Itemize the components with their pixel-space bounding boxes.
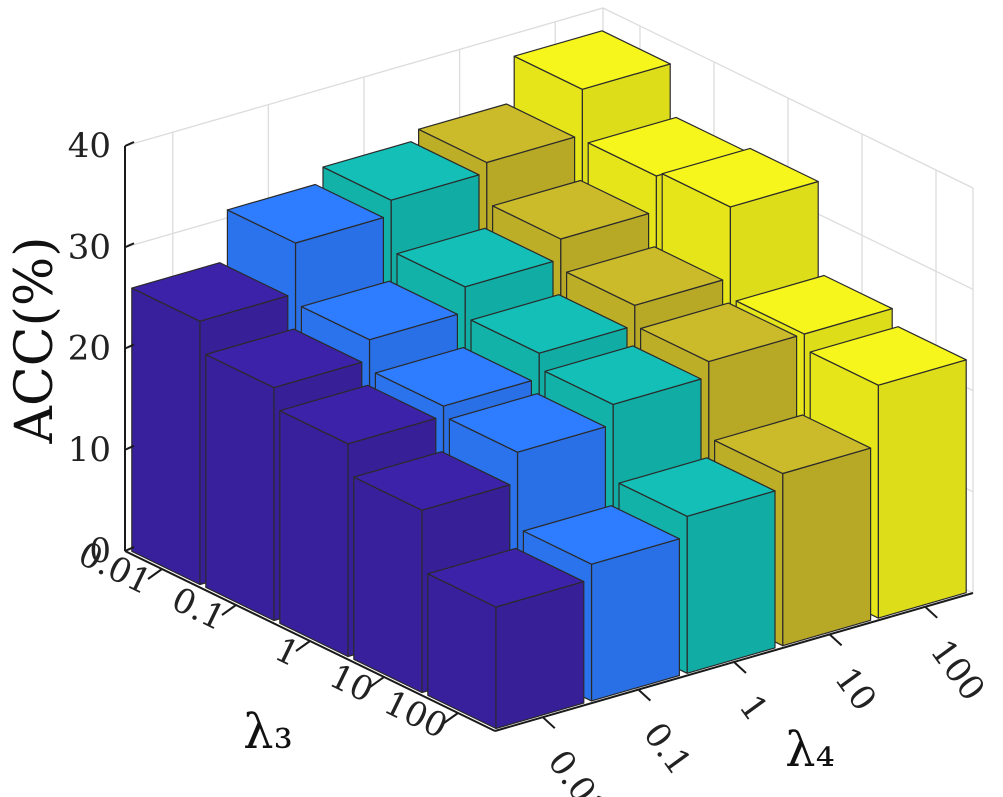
bar-face-top [661, 147, 819, 208]
z-tick-mark-2 [124, 343, 135, 350]
bar-face-top [374, 347, 533, 407]
z-tick-mark-4 [124, 141, 135, 147]
bar-face-top [131, 262, 289, 322]
y-tick-mark-2 [733, 661, 747, 674]
z-tick-label-3: 30 [68, 227, 111, 267]
z-tick-label-2: 20 [68, 329, 111, 369]
bar-face-top [639, 302, 798, 363]
y-tick-mark-0 [542, 716, 556, 729]
bar-face-top [226, 183, 384, 244]
bar-face-top [544, 345, 702, 405]
y-tick-label-4: 100 [922, 633, 993, 709]
bar-face-top [418, 103, 576, 164]
bar-l3-10-l4-0.01 [353, 451, 511, 694]
y-tick-label-0: 0.01 [540, 743, 617, 797]
bar-face-top [470, 294, 628, 354]
bar-face-top [809, 326, 967, 386]
bar-face-left [353, 476, 423, 694]
bar-face-top [522, 505, 681, 565]
bar-face-top [618, 457, 776, 517]
bar-face-top [205, 328, 363, 389]
bar-face-left [279, 410, 349, 658]
bar-face-top [735, 274, 893, 335]
x-tick-mark-1 [221, 604, 237, 616]
x-tick-mark-2 [295, 640, 311, 652]
bar-face-left [205, 353, 275, 622]
bar-face-front [590, 538, 681, 702]
bar-face-top [448, 393, 607, 453]
x-tick-mark-0 [147, 568, 163, 580]
x-tick-mark-4 [443, 712, 459, 724]
y-tick-label-3: 10 [826, 660, 884, 719]
bar-face-top [279, 384, 437, 445]
z-tick-label-0: 0 [89, 531, 111, 571]
z-tick-label-1: 10 [68, 430, 111, 470]
y-tick-mark-3 [828, 633, 843, 647]
bar-face-top [300, 280, 458, 341]
x-axis-label: λ₃ [243, 704, 293, 760]
bar-face-top [396, 227, 554, 288]
bar-face-top [427, 547, 585, 608]
x-tick-label-2: 1 [269, 630, 306, 675]
bar-face-top [565, 246, 724, 306]
y-tick-mark-4 [924, 606, 938, 619]
bar-face-top [322, 141, 480, 201]
z-tick-mark-3 [124, 242, 135, 249]
y-tick-label-2: 1 [731, 688, 776, 729]
bars-layer [131, 30, 967, 730]
bar-face-left [131, 287, 201, 586]
bar-face-top [353, 451, 511, 511]
bar-face-front [782, 447, 872, 647]
bar-face-front [877, 359, 967, 619]
bar-face-front [686, 490, 776, 674]
y-tick-mark-1 [637, 688, 652, 702]
bar-face-top [492, 179, 650, 240]
x-tick-mark-3 [369, 676, 385, 688]
y-axis-label: λ₄ [785, 722, 835, 778]
z-tick-mark-1 [124, 444, 135, 451]
z-tick-mark-0 [124, 546, 135, 552]
y-tick-label-1: 0.1 [635, 715, 699, 782]
z-tick-label-4: 40 [68, 126, 111, 166]
bar-l3-100-l4-0.01 [427, 547, 585, 730]
bar-face-top [713, 414, 872, 475]
bar-face-top [513, 30, 671, 90]
z-axis-label: ACC(%) [5, 236, 65, 444]
